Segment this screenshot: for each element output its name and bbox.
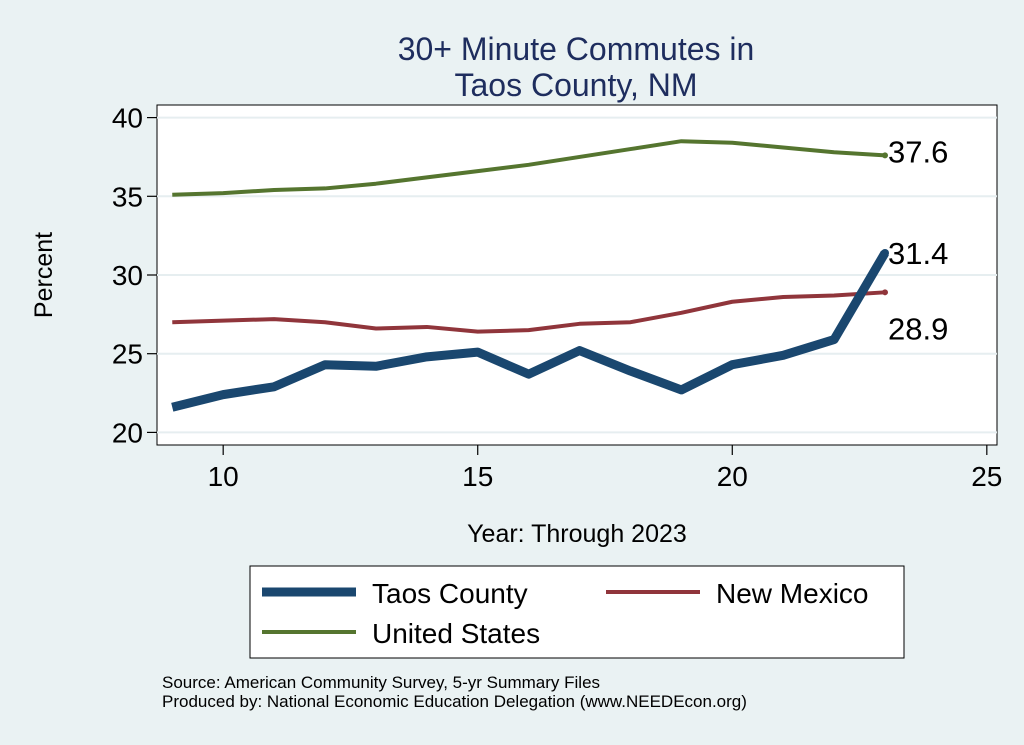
y-axis-title: Percent — [30, 232, 58, 318]
legend-box — [249, 565, 905, 659]
produced-note: Produced by: National Economic Education… — [162, 692, 747, 711]
chart-title-line-1: 30+ Minute Commutes in — [398, 31, 755, 67]
x-tick-label-10: 10 — [208, 461, 239, 492]
end-point-taos-county — [881, 248, 889, 257]
x-tick-label-15: 15 — [462, 461, 493, 492]
end-label-united-states: 37.6 — [888, 134, 948, 169]
series-line-united-states — [172, 139, 886, 197]
end-point-new-mexico — [882, 289, 888, 296]
y-tick-label-35: 35 — [112, 181, 143, 212]
end-point-united-states — [882, 152, 888, 159]
series-lines — [171, 139, 889, 412]
x-tick-label-20: 20 — [717, 461, 748, 492]
legend-label-united-states: United States — [372, 618, 540, 649]
legend: Taos County New Mexico United States — [249, 565, 905, 659]
axes: 20 25 30 35 40 10 15 20 25 — [112, 103, 1003, 492]
legend-label-taos: Taos County — [372, 578, 528, 609]
end-label-taos-county: 31.4 — [888, 236, 948, 271]
x-axis-title: Year: Through 2023 — [467, 520, 687, 548]
y-tick-label-25: 25 — [112, 339, 143, 370]
series-line-taos-county — [171, 250, 889, 412]
source-note: Source: American Community Survey, 5-yr … — [162, 673, 601, 692]
y-tick-label-20: 20 — [112, 417, 143, 448]
y-tick-label-40: 40 — [112, 103, 143, 134]
y-tick-label-30: 30 — [112, 260, 143, 291]
end-label-new-mexico: 28.9 — [888, 311, 948, 346]
series-line-new-mexico — [172, 290, 886, 334]
chart-title-line-2: Taos County, NM — [454, 67, 697, 103]
end-labels: 31.4 28.9 37.6 — [888, 134, 948, 346]
x-tick-label-25: 25 — [971, 461, 1002, 492]
legend-label-new-mexico: New Mexico — [716, 578, 868, 609]
